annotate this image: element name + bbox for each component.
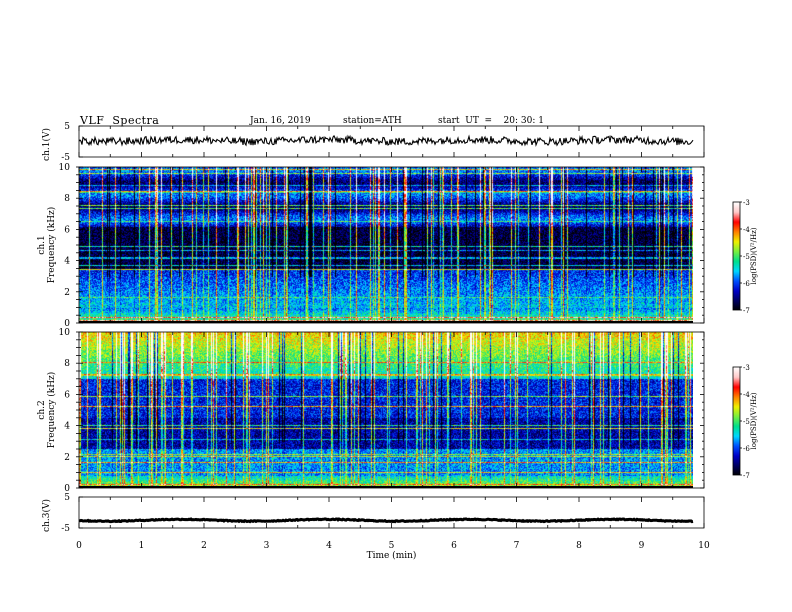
ch2-spectrogram-ylabel: ch.2Frequency (kHz) [37, 372, 57, 449]
ch3-y-tick-label: 5 [64, 493, 70, 503]
ch1-colorbar-tick-label: -4 [743, 226, 750, 234]
x-axis-label: Time (min) [367, 550, 417, 561]
ch1-colorbar-tick-label: -3 [743, 199, 750, 207]
ch2-spectrogram-y-tick-label: 6 [64, 390, 70, 400]
ch1-colorbar-tick-label: -6 [743, 280, 750, 288]
ch1-spectrogram-y-tick-label: 6 [64, 225, 70, 235]
ch2-spectrogram-y-tick-label: 8 [64, 359, 70, 369]
x-tick-label: 6 [451, 541, 457, 551]
x-tick-label: 7 [514, 541, 520, 551]
ch2-spectrogram-image-baseline [79, 486, 693, 488]
x-tick-label: 3 [264, 541, 270, 551]
x-tick-label: 10 [698, 541, 710, 551]
ch1-spectrogram-image-baseline [79, 321, 693, 323]
ch1-y-tick-label: 5 [64, 122, 70, 132]
ch2-colorbar-label: log(PSD)(V²/Hz) [750, 392, 758, 449]
x-tick-label: 5 [389, 541, 395, 551]
x-tick-label: 2 [201, 541, 207, 551]
ch1-colorbar-label: log(PSD)(V²/Hz) [750, 227, 758, 284]
station-label: station=ATH [343, 116, 402, 126]
ch2-spectrogram-y-tick-label: 0 [64, 484, 70, 494]
x-tick-label: 0 [76, 541, 82, 551]
ch2-spectrogram-y-tick-label: 10 [59, 328, 71, 338]
start-time-label: start UT = 20: 30: 1 [438, 116, 544, 126]
x-tick-label: 8 [576, 541, 582, 551]
figure-title: VLF Spectra [80, 114, 160, 127]
ch1-spectrogram-y-tick-label: 2 [64, 288, 70, 298]
x-tick-label: 9 [639, 541, 645, 551]
ch2-colorbar-tick-label: -6 [743, 445, 750, 453]
ch2-colorbar-tick-label: -7 [743, 472, 750, 480]
ch1-waveform [78, 134, 694, 148]
ch1-colorbar [733, 202, 740, 310]
ch1-spectrogram-y-tick-label: 0 [64, 319, 70, 329]
ch1-spectrogram-image [79, 167, 693, 323]
ch1-spectrogram-ylabel: ch.1Frequency (kHz) [37, 207, 57, 284]
ch1-spectrogram-y-tick-label: 4 [64, 257, 70, 267]
ch2-spectrogram-y-tick-label: 2 [64, 453, 70, 463]
ch2-colorbar [733, 367, 740, 475]
ch3-waveform [78, 517, 694, 524]
x-tick-label: 1 [139, 541, 145, 551]
ch2-spectrogram-image [79, 332, 693, 488]
ch2-colorbar-tick-label: -5 [743, 418, 750, 426]
x-tick-label: 4 [326, 541, 332, 551]
ch1-spectrogram-y-tick-label: 10 [59, 163, 71, 173]
ch3-y-tick-label: -5 [61, 524, 70, 534]
date-label: Jan. 16, 2019 [250, 116, 311, 126]
ch3-ylabel: ch.3(V) [41, 499, 52, 532]
ch1-spectrogram-y-tick-label: 8 [64, 194, 70, 204]
ch1-colorbar-tick-label: -5 [743, 253, 750, 261]
ch1-ylabel: ch.1(V) [41, 128, 52, 161]
ch2-colorbar-tick-label: -4 [743, 391, 750, 399]
ch2-colorbar-tick-label: -3 [743, 364, 750, 372]
ch1-y-tick-label: -5 [61, 153, 70, 163]
ch2-spectrogram-y-tick-label: 4 [64, 422, 70, 432]
ch1-colorbar-tick-label: -7 [743, 307, 750, 315]
